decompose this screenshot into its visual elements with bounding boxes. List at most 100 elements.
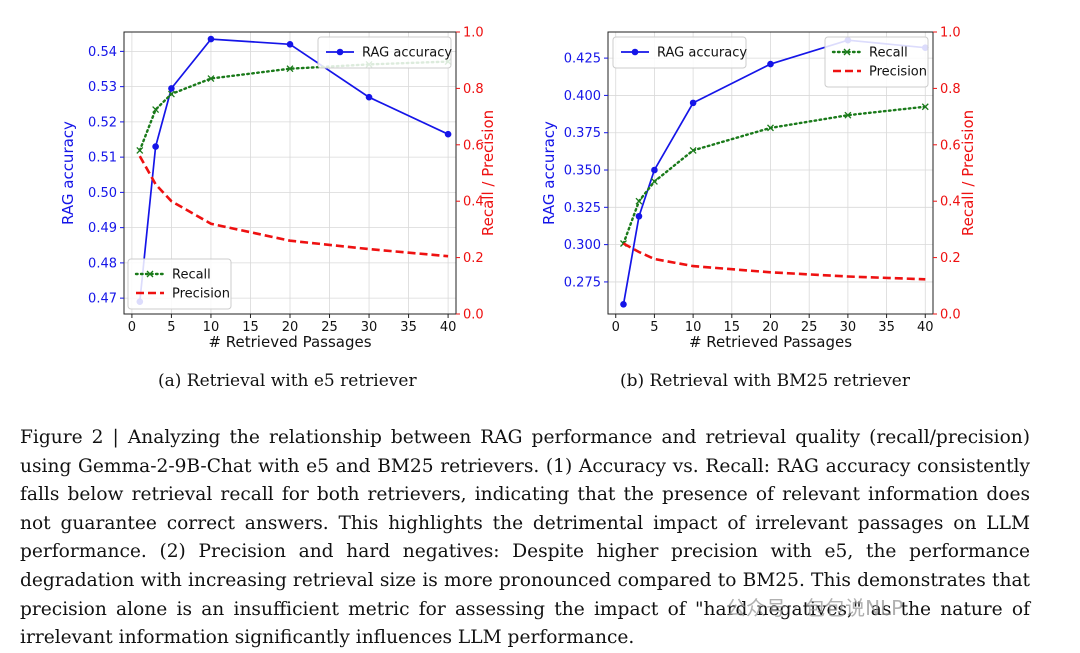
chart-bm25-point-recall-0-stroke-b: [620, 240, 627, 247]
chart-e5-point-recall-2-stroke-b: [167, 90, 175, 98]
subcaption-b: (b) Retrieval with BM25 retriever: [620, 371, 910, 391]
chart-bm25-x-axis-title: # Retrieved Passages: [689, 333, 852, 351]
chart-bm25-point-recall-1-stroke-b: [635, 197, 643, 205]
chart-e5-xtick-label-1: 5: [167, 320, 175, 335]
chart-bm25-ytick-left-label-1: 0.300: [564, 238, 601, 253]
chart-e5-point-rag-accuracy-5: [365, 93, 373, 101]
chart-bm25-series-precision-line: [622, 242, 926, 281]
chart-e5-point-recall-2: [167, 90, 175, 98]
chart-e5-point-rag-accuracy-1: [152, 143, 159, 150]
chart-bm25-ytick-right-label-5: 1.0: [940, 26, 961, 41]
caption-label: Figure 2 |: [20, 427, 128, 448]
chart-bm25-legend-retrieval: Recall Precision: [824, 36, 929, 88]
chart-bm25-point-recall-2-stroke-b: [650, 178, 658, 185]
chart-e5-ytick-left-label-2: 0.49: [88, 221, 117, 236]
chart-bm25-ytick-right-label-3: 0.6: [940, 138, 961, 153]
chart-bm25-point-rag-accuracy-3: [689, 99, 697, 107]
chart-bm25-xtick-label-2: 10: [685, 320, 702, 335]
chart-bm25-ytick-left-label-5: 0.400: [564, 89, 601, 104]
chart-e5-xtick-label-3: 15: [242, 320, 259, 335]
chart-e5-legend-retrieval-label-0: Recall: [172, 268, 211, 283]
chart-e5-legend-retrieval-swatch-marker-0-stroke-b: [146, 270, 154, 278]
chart-bm25-y-axis-right-title: Recall / Precision: [959, 110, 977, 236]
chart-bm25-point-rag-accuracy-4: [767, 60, 774, 68]
chart-bm25-legend-retrieval-swatch-marker-0-stroke-b: [843, 48, 851, 56]
chart-bm25-legend-accuracy: RAG accuracy: [612, 36, 747, 69]
chart-bm25-ytick-right-label-2: 0.4: [940, 195, 961, 210]
chart-bm25-xtick-label-3: 15: [724, 320, 741, 335]
chart-e5-point-recall-1: [152, 106, 160, 114]
chart-bm25-ytick-left-label-6: 0.425: [564, 52, 601, 67]
chart-e5-xtick-label-0: 0: [128, 320, 136, 335]
chart-e5-series-precision-line: [138, 155, 449, 258]
chart-e5-point-recall-3-stroke-b: [207, 75, 215, 82]
chart-bm25-point-recall-4: [767, 124, 774, 132]
watermark: 公众号 · 包包说NLP: [726, 596, 904, 620]
chart-bm25-point-rag-accuracy-0: [620, 301, 627, 308]
chart-e5-ytick-left-label-1: 0.48: [88, 256, 117, 271]
chart-bm25-ytick-left-label-2: 0.325: [564, 201, 601, 216]
chart-bm25-point-recall-3: [689, 146, 697, 154]
chart-e5-xtick-label-4: 20: [282, 320, 299, 335]
chart-bm25-legend-accuracy-frame: [612, 36, 747, 69]
chart-bm25-point-recall-5-stroke-b: [844, 111, 852, 119]
chart-e5-legend-accuracy: RAG accuracy: [317, 36, 452, 69]
chart-e5-y-axis-left-title: RAG accuracy: [59, 121, 77, 225]
chart-e5-ytick-left-label-7: 0.54: [88, 45, 117, 60]
chart-bm25-ytick-left-label-0: 0.275: [564, 275, 601, 290]
chart-e5-point-recall-3: [207, 75, 215, 82]
chart-e5-xtick-label-7: 35: [400, 320, 417, 335]
caption-text: Analyzing the relationship between RAG p…: [20, 427, 1030, 649]
charts-figure: 0 5 10 15 20 25 30 35 40 0.47 0.48 0.49 0.50 0.51 0.52…: [59, 26, 977, 352]
chart-e5-legend-retrieval: Recall Precision: [127, 258, 232, 310]
chart-bm25-legend-accuracy-swatch-marker-0: [631, 48, 639, 56]
chart-bm25-ytick-left-label-3: 0.350: [564, 164, 601, 179]
chart-e5-legend-retrieval-frame: [127, 258, 232, 310]
chart-bm25-point-recall-5: [844, 111, 852, 119]
chart-e5-xtick-label-6: 30: [361, 320, 378, 335]
chart-bm25-xtick-label-5: 25: [801, 320, 818, 335]
chart-e5-ytick-left-label-4: 0.51: [88, 151, 117, 166]
chart-bm25-point-recall-6: [921, 103, 929, 111]
chart-e5-xtick-label-2: 10: [203, 320, 220, 335]
chart-e5-point-recall-1-stroke-b: [152, 106, 160, 114]
chart-e5-ytick-left-label-3: 0.50: [88, 186, 117, 201]
chart-e5-xtick-label-8: 40: [440, 320, 457, 335]
chart-e5-point-recall-0-stroke-b: [136, 146, 144, 154]
chart-e5-series-recall-line: [138, 60, 450, 152]
chart-e5-ytick-right-label-3: 0.6: [463, 138, 484, 153]
chart-bm25-xtick-label-6: 30: [840, 320, 857, 335]
figure-caption: Figure 2 | Analyzing the relationship be…: [20, 424, 1030, 653]
chart-e5-ytick-right-label-2: 0.4: [463, 195, 484, 210]
chart-bm25-ytick-right-label-0: 0.0: [940, 308, 961, 323]
chart-e5-point-recall-0: [136, 146, 144, 154]
chart-bm25-legend-retrieval-label-0: Recall: [869, 46, 908, 61]
chart-bm25-legend-retrieval-frame: [824, 36, 929, 88]
chart-bm25-y-axis-left-title: RAG accuracy: [540, 121, 558, 225]
chart-bm25-xtick-label-0: 0: [612, 320, 620, 335]
chart-bm25-xtick-label-8: 40: [917, 320, 934, 335]
chart-bm25-ytick-right-label-4: 0.8: [940, 82, 961, 97]
chart-bm25-point-recall-4-stroke-b: [767, 124, 774, 132]
chart-e5-xtick-label-5: 25: [321, 320, 338, 335]
chart-e5-ytick-right-label-5: 1.0: [463, 26, 484, 41]
chart-e5-point-recall-4-stroke-b: [286, 65, 294, 73]
subcaption-a: (a) Retrieval with e5 retriever: [158, 371, 417, 391]
chart-e5-point-rag-accuracy-3: [207, 35, 215, 43]
chart-bm25-legend-retrieval-label-1: Precision: [869, 65, 927, 80]
chart-e5-legend-retrieval-swatch-marker-0: [146, 270, 154, 278]
chart-e5-legend-accuracy-frame: [317, 36, 452, 69]
chart-e5-ytick-left-label-5: 0.52: [88, 115, 117, 130]
chart-bm25-series-recall-line: [622, 105, 927, 245]
chart-e5-legend-retrieval-label-1: Precision: [172, 287, 230, 302]
chart-bm25-xtick-label-1: 5: [650, 320, 658, 335]
chart-e5-ytick-left-label-0: 0.47: [88, 292, 117, 307]
chart-bm25-ytick-right-label-1: 0.2: [940, 251, 961, 266]
chart-e5-ytick-right-label-0: 0.0: [463, 308, 484, 323]
chart-e5-ytick-right-label-1: 0.2: [463, 251, 484, 266]
chart-e5-point-recall-4: [286, 65, 294, 73]
chart-bm25-point-recall-6-stroke-b: [921, 103, 929, 111]
chart-bm25-xtick-label-4: 20: [762, 320, 779, 335]
chart-e5-ytick-left-label-6: 0.53: [88, 80, 117, 95]
chart-bm25-point-recall-3-stroke-b: [689, 146, 697, 154]
